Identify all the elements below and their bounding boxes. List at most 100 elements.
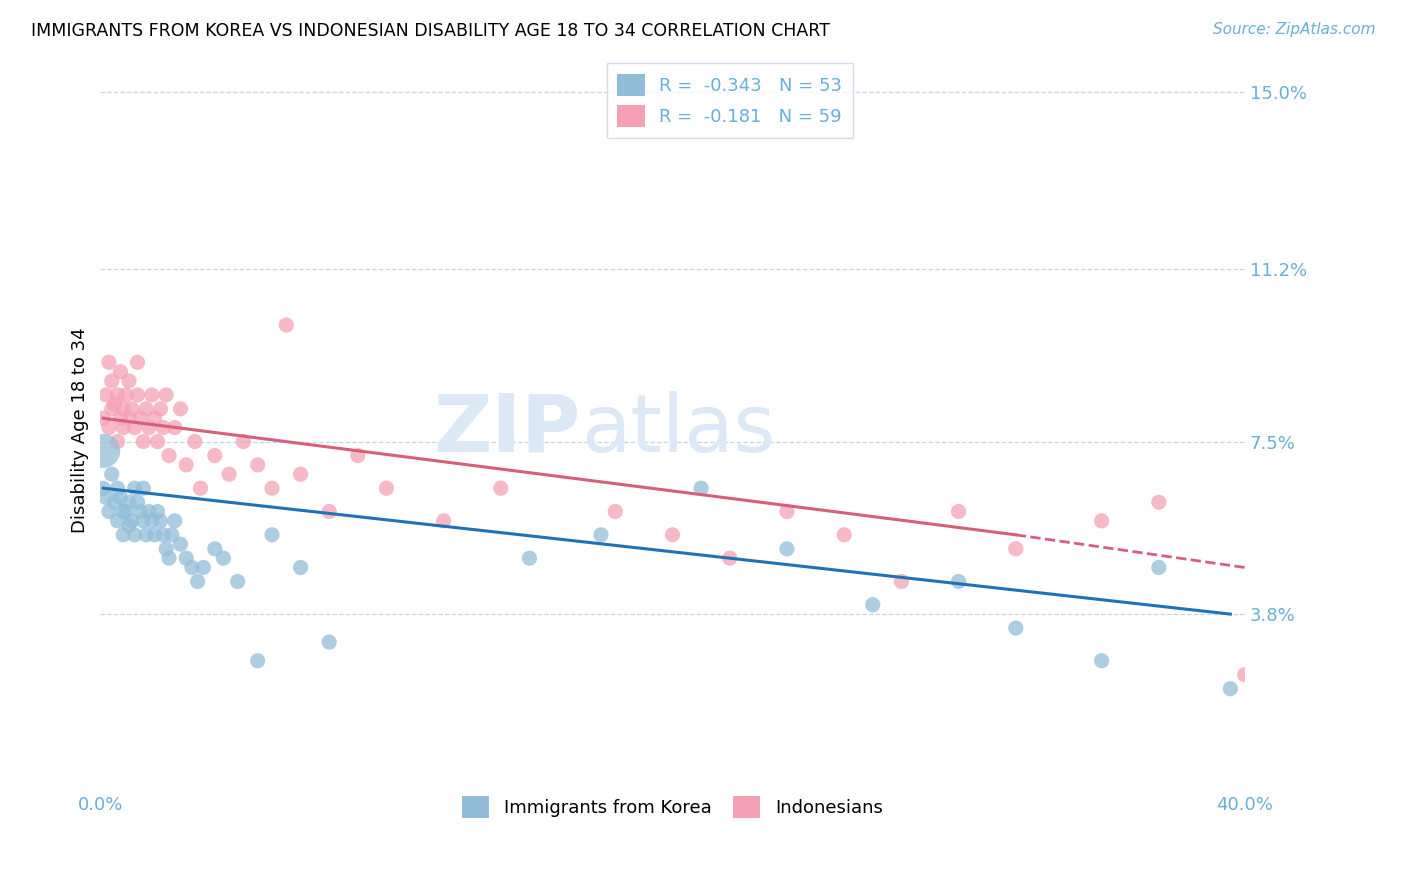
Point (141, 388, 163, 402)
Legend: Immigrants from Korea, Indonesians: Immigrants from Korea, Indonesians (456, 789, 890, 826)
Point (104, 397, 127, 411)
Point (115, 388, 138, 402)
Point (187, 574, 209, 589)
Point (318, 635, 340, 649)
Point (107, 514, 129, 528)
Point (1219, 681, 1241, 696)
Point (97, 420, 120, 434)
Point (115, 504, 138, 518)
Point (112, 401, 135, 416)
Point (118, 411, 141, 425)
Point (276, 318, 298, 332)
Point (290, 467, 312, 482)
Point (346, 449, 368, 463)
Point (107, 481, 129, 495)
Point (118, 518, 141, 533)
Point (1147, 560, 1170, 574)
Point (124, 481, 146, 495)
Point (146, 434, 169, 449)
Point (163, 420, 186, 434)
Point (112, 528, 135, 542)
Point (135, 401, 157, 416)
Point (141, 514, 163, 528)
Point (155, 388, 177, 402)
Point (132, 481, 155, 495)
Point (180, 560, 202, 574)
Point (138, 504, 160, 518)
Y-axis label: Disability Age 18 to 34: Disability Age 18 to 34 (72, 327, 89, 533)
Point (124, 528, 146, 542)
Point (94, 491, 117, 505)
Point (832, 528, 855, 542)
Point (1147, 495, 1170, 509)
Point (718, 551, 741, 566)
Point (1091, 654, 1114, 668)
Point (104, 495, 127, 509)
Point (157, 449, 180, 463)
Point (110, 365, 132, 379)
Point (589, 528, 612, 542)
Point (127, 388, 149, 402)
Point (246, 654, 269, 668)
Point (157, 551, 180, 566)
Point (169, 401, 191, 416)
Point (101, 401, 124, 416)
Point (204, 541, 226, 556)
Text: ZIP: ZIP (433, 391, 581, 469)
Point (661, 528, 683, 542)
Point (121, 514, 143, 528)
Point (129, 504, 152, 518)
Point (190, 481, 212, 495)
Point (149, 401, 172, 416)
Point (101, 467, 124, 482)
Point (690, 481, 713, 495)
Point (948, 504, 970, 518)
Point (138, 420, 160, 434)
Point (110, 491, 132, 505)
Point (94, 388, 117, 402)
Point (132, 434, 155, 449)
Point (226, 574, 249, 589)
Point (91, 481, 114, 495)
Point (776, 541, 799, 556)
Point (174, 458, 197, 472)
Point (318, 504, 340, 518)
Text: IMMIGRANTS FROM KOREA VS INDONESIAN DISABILITY AGE 18 TO 34 CORRELATION CHART: IMMIGRANTS FROM KOREA VS INDONESIAN DISA… (31, 22, 830, 40)
Point (375, 481, 398, 495)
Point (260, 528, 283, 542)
Point (605, 504, 627, 518)
Point (152, 420, 174, 434)
Point (1004, 621, 1026, 635)
Point (260, 481, 283, 495)
Point (489, 481, 512, 495)
Point (155, 541, 177, 556)
Point (132, 514, 155, 528)
Point (101, 374, 124, 388)
Point (184, 434, 207, 449)
Point (118, 374, 141, 388)
Point (91, 443, 114, 458)
Point (290, 560, 312, 574)
Point (1004, 541, 1026, 556)
Point (143, 528, 166, 542)
Point (127, 495, 149, 509)
Point (112, 420, 135, 434)
Text: atlas: atlas (581, 391, 775, 469)
Point (1091, 514, 1114, 528)
Point (204, 449, 226, 463)
Point (97, 504, 120, 518)
Point (121, 401, 143, 416)
Point (519, 551, 541, 566)
Point (91, 411, 114, 425)
Point (97, 355, 120, 369)
Text: Source: ZipAtlas.com: Source: ZipAtlas.com (1212, 22, 1375, 37)
Point (169, 537, 191, 551)
Point (246, 458, 269, 472)
Point (124, 420, 146, 434)
Point (110, 411, 132, 425)
Point (129, 411, 152, 425)
Point (107, 388, 129, 402)
Point (152, 528, 174, 542)
Point (776, 504, 799, 518)
Point (232, 434, 254, 449)
